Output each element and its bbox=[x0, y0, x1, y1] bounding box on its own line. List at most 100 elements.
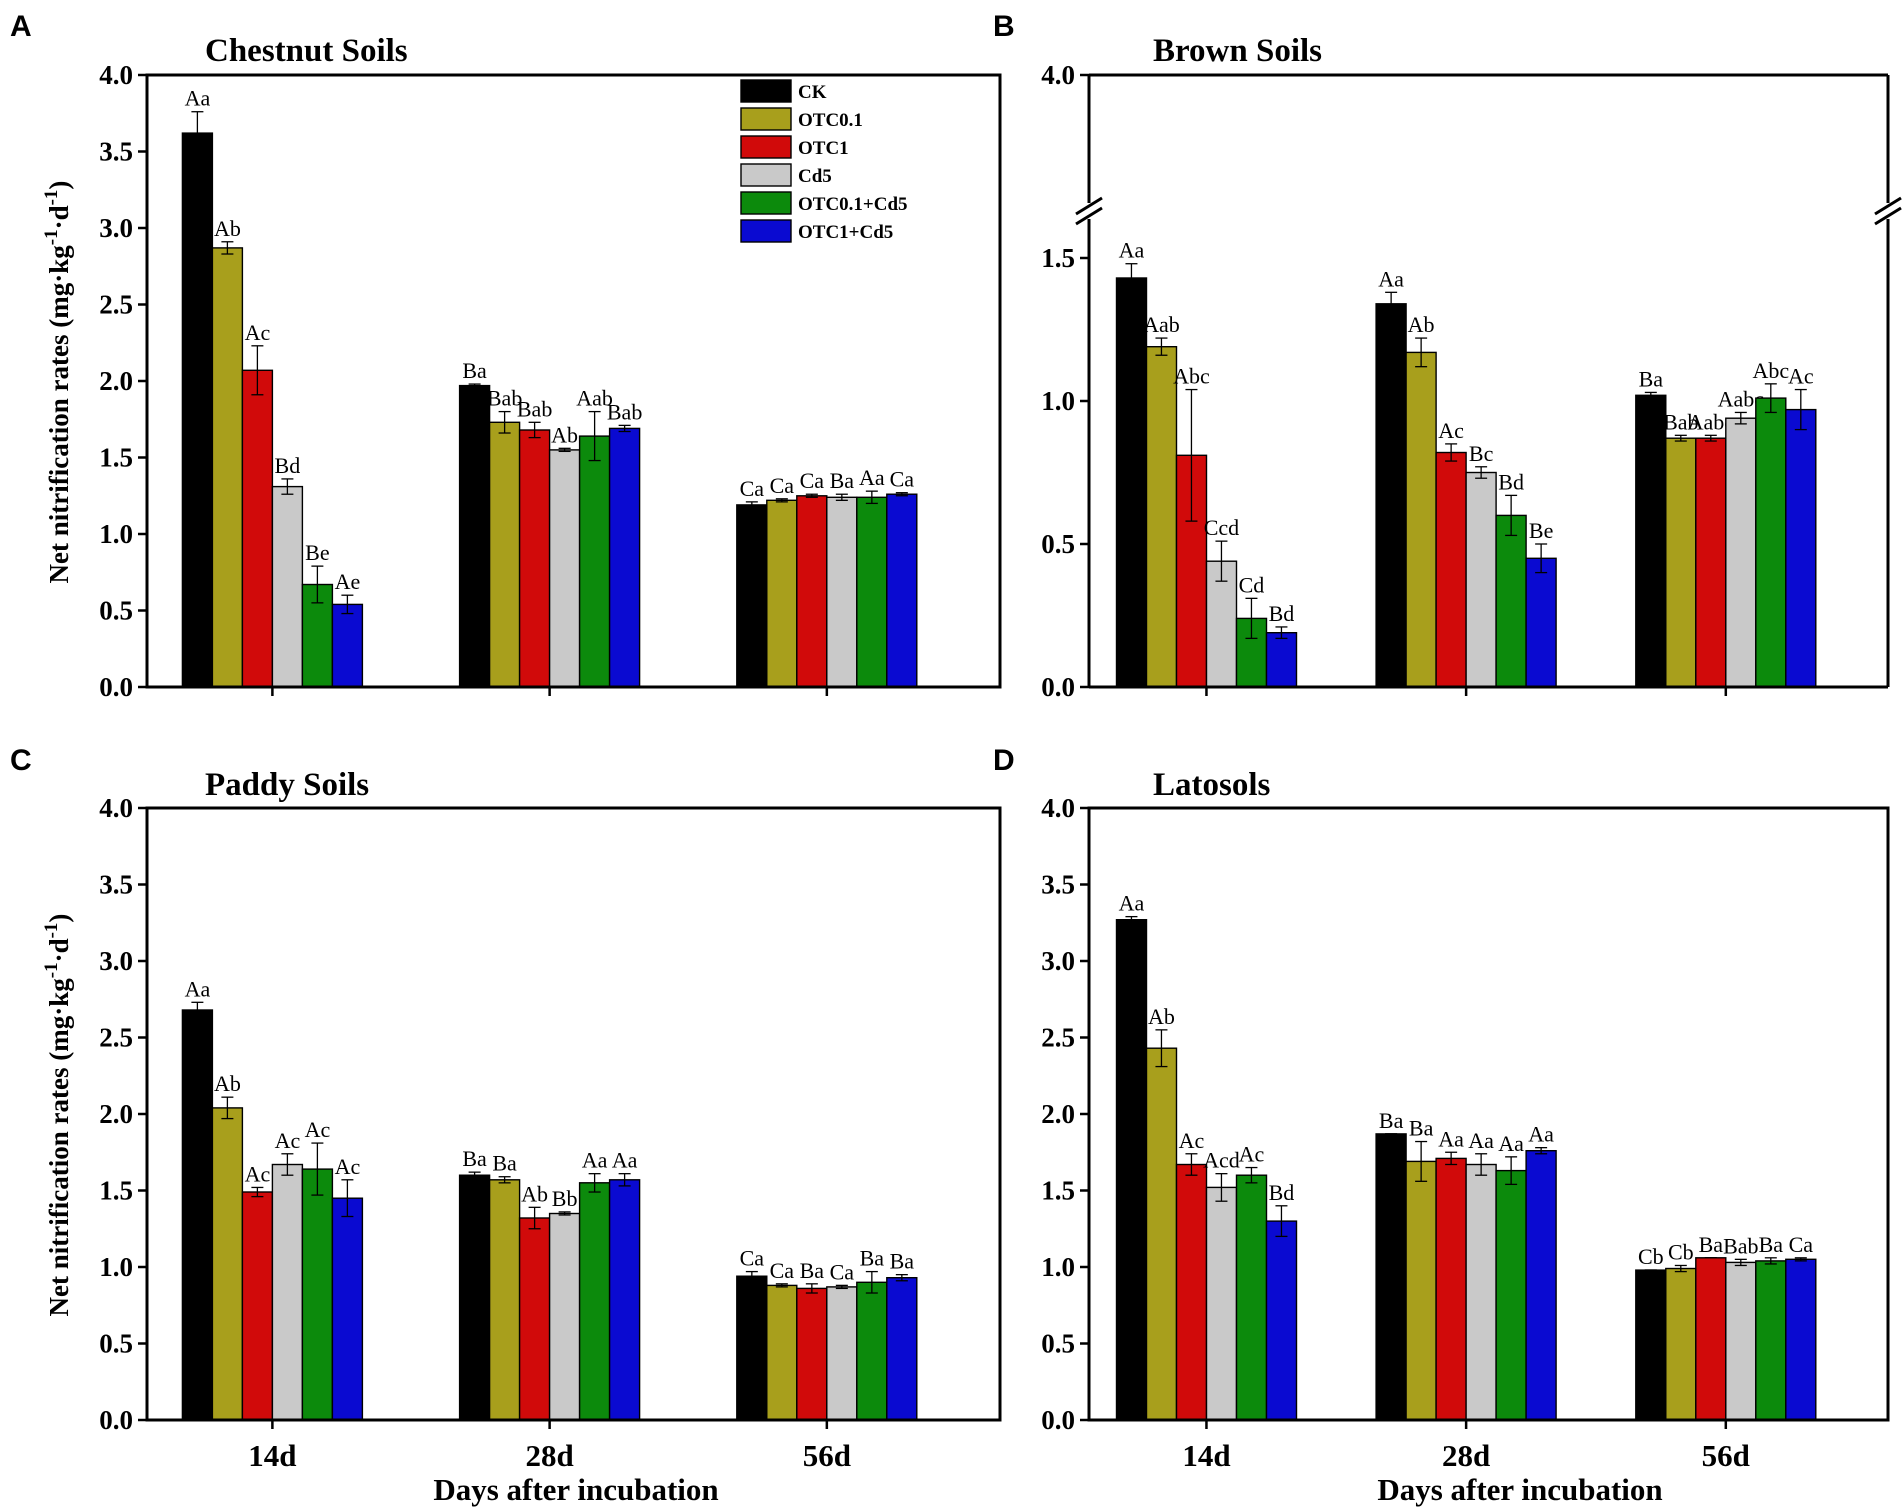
series-C-Cd5: Ac Bb Ca bbox=[271, 1128, 858, 1421]
error-bar-B-14d-OTC1 bbox=[1185, 388, 1198, 522]
bar-A-56d-OTC0.1 bbox=[766, 499, 798, 688]
bar-label-A-14d-OTC1: Ac bbox=[245, 320, 271, 345]
bar-label-D-56d-OTC1+Cd5: Ca bbox=[1789, 1232, 1814, 1257]
series-A-OTC1: Ac Bab Ca bbox=[241, 320, 828, 688]
bar-D-14d-OTC0.1+Cd5 bbox=[1235, 1174, 1268, 1421]
bar-label-A-14d-OTC1+Cd5: Ae bbox=[335, 569, 361, 594]
bar-B-56d-OTC0.1+Cd5 bbox=[1755, 397, 1787, 688]
bar-label-C-14d-OTC0.1+Cd5: Ac bbox=[305, 1117, 331, 1142]
panel-title-D: Latosols bbox=[1153, 767, 1271, 803]
legend-swatch bbox=[740, 191, 792, 215]
bar-label-D-14d-OTC0.1: Ab bbox=[1148, 1004, 1175, 1029]
bar-label-B-56d-OTC1+Cd5: Ac bbox=[1788, 364, 1814, 389]
error-bar-D-28d-OTC0.1+Cd5 bbox=[1505, 1156, 1518, 1186]
bar-label-C-14d-CK: Aa bbox=[185, 976, 211, 1001]
bar-D-56d-CK bbox=[1635, 1269, 1667, 1421]
error-bar-D-14d-OTC1 bbox=[1185, 1153, 1198, 1176]
bar-label-B-14d-OTC0.1+Cd5: Cd bbox=[1239, 572, 1265, 597]
bar-label-A-28d-Cd5: Ab bbox=[551, 422, 578, 447]
bar-A-28d-OTC0.1+Cd5 bbox=[578, 435, 611, 688]
bar-C-14d-OTC0.1+Cd5 bbox=[301, 1168, 334, 1421]
bar-label-D-28d-Cd5: Aa bbox=[1468, 1128, 1494, 1153]
bar-label-C-28d-OTC0.1: Ba bbox=[492, 1151, 517, 1176]
error-bar-C-28d-OTC1 bbox=[528, 1206, 541, 1230]
series-A-OTC1+Cd5: Ae Bab Ca bbox=[331, 399, 918, 688]
error-bar-B-56d-OTC1+Cd5 bbox=[1794, 388, 1807, 431]
error-bar-B-28d-Cd5 bbox=[1475, 466, 1488, 479]
y-tick-label-D: 0.5 bbox=[1041, 1329, 1075, 1359]
legend-label: CK bbox=[798, 82, 827, 103]
error-bar-C-14d-Cd5 bbox=[281, 1153, 294, 1176]
bar-B-56d-OTC0.1 bbox=[1665, 437, 1697, 688]
bar-label-A-28d-OTC1: Bab bbox=[517, 396, 552, 421]
bar-label-C-28d-OTC1+Cd5: Aa bbox=[612, 1148, 638, 1173]
bar-A-14d-CK bbox=[181, 132, 214, 688]
bar-B-28d-Cd5 bbox=[1465, 471, 1497, 688]
error-bar-A-56d-OTC0.1 bbox=[775, 498, 788, 503]
bar-A-14d-OTC1+Cd5 bbox=[331, 603, 364, 688]
y-ticks-A: 0.0 0.5 1.0 1.5 2.0 2.5 3.0 3.5 4.0 bbox=[99, 60, 147, 702]
error-bar-B-14d-OTC0.1 bbox=[1155, 337, 1168, 356]
y-ticks-B: 0.0 0.5 1.0 1.5 4.0 bbox=[1041, 60, 1089, 702]
error-bar-C-28d-Cd5 bbox=[558, 1211, 571, 1216]
bar-label-A-56d-OTC1+Cd5: Ca bbox=[890, 467, 915, 492]
bar-label-C-56d-Cd5: Ca bbox=[830, 1259, 855, 1284]
bar-D-28d-OTC1 bbox=[1435, 1157, 1467, 1421]
bar-B-14d-OTC0.1 bbox=[1145, 346, 1178, 688]
y-axis-title-top: Net nitrification rates (mg·kg-1·d-1) bbox=[41, 181, 74, 584]
bar-B-56d-OTC1+Cd5 bbox=[1785, 408, 1817, 688]
bar-label-D-14d-OTC1+Cd5: Bd bbox=[1269, 1180, 1295, 1205]
bar-label-A-28d-OTC0.1: Bab bbox=[487, 386, 522, 411]
series-C-OTC1+Cd5: Ac Aa Ba bbox=[331, 1148, 918, 1421]
bar-label-B-14d-OTC1+Cd5: Bd bbox=[1269, 601, 1295, 626]
series-B-OTC1+Cd5: Bd Be Ac bbox=[1265, 364, 1817, 688]
bar-D-14d-CK bbox=[1115, 919, 1148, 1421]
error-bar-A-14d-OTC0.1+Cd5 bbox=[311, 565, 324, 604]
error-bar-C-14d-OTC1 bbox=[251, 1186, 264, 1198]
bar-C-28d-Cd5 bbox=[548, 1212, 581, 1421]
error-bar-C-28d-OTC0.1+Cd5 bbox=[588, 1173, 601, 1193]
error-bar-C-56d-OTC1 bbox=[805, 1283, 818, 1294]
bar-C-14d-OTC0.1 bbox=[211, 1107, 244, 1421]
error-bar-B-56d-Cd5 bbox=[1734, 411, 1747, 425]
series-C-OTC0.1+Cd5: Ac Aa Ba bbox=[301, 1117, 888, 1421]
bar-A-56d-OTC1+Cd5 bbox=[886, 493, 918, 688]
bar-label-D-28d-OTC1: Aa bbox=[1438, 1126, 1464, 1151]
bar-label-D-56d-OTC1: Ba bbox=[1699, 1232, 1724, 1257]
bar-B-56d-OTC1 bbox=[1695, 437, 1727, 688]
bar-label-A-56d-OTC0.1+Cd5: Aa bbox=[859, 465, 885, 490]
panel-title-B: Brown Soils bbox=[1153, 33, 1322, 69]
legend-item-CK: CK bbox=[740, 79, 827, 103]
error-bar-B-28d-OTC0.1+Cd5 bbox=[1505, 494, 1518, 537]
bar-label-B-28d-OTC1+Cd5: Be bbox=[1529, 518, 1553, 543]
y-tick-label-D: 0.0 bbox=[1041, 1405, 1075, 1435]
error-bar-C-28d-OTC1+Cd5 bbox=[618, 1173, 631, 1187]
bar-A-56d-Cd5 bbox=[826, 496, 858, 688]
bar-label-D-56d-OTC0.1: Cb bbox=[1668, 1240, 1694, 1265]
x-tick-label-D-14d: 14d bbox=[1182, 1438, 1230, 1473]
bar-B-14d-OTC1+Cd5 bbox=[1265, 632, 1298, 688]
bar-label-B-14d-OTC0.1: Aab bbox=[1143, 312, 1180, 337]
bar-A-28d-OTC0.1 bbox=[488, 421, 521, 688]
bar-D-28d-OTC1+Cd5 bbox=[1525, 1149, 1557, 1421]
y-tick-label-D: 2.5 bbox=[1041, 1023, 1075, 1053]
bar-A-56d-CK bbox=[736, 504, 768, 688]
legend-swatch bbox=[740, 219, 792, 243]
error-bar-D-28d-Cd5 bbox=[1475, 1153, 1488, 1176]
bar-label-A-56d-CK: Ca bbox=[740, 476, 765, 501]
bar-A-28d-CK bbox=[458, 384, 491, 688]
y-tick-label-A: 3.5 bbox=[99, 137, 133, 167]
bar-label-C-56d-OTC0.1: Ca bbox=[770, 1258, 795, 1283]
series-D-Cd5: Acd Aa Bab bbox=[1203, 1128, 1759, 1421]
bar-C-56d-OTC1+Cd5 bbox=[886, 1276, 918, 1421]
axes-frame-B bbox=[1087, 73, 1890, 689]
error-bar-D-14d-OTC0.1 bbox=[1155, 1029, 1168, 1068]
error-bar-B-56d-OTC1 bbox=[1704, 434, 1717, 442]
legend-label: OTC1 bbox=[798, 138, 849, 159]
bar-A-14d-Cd5 bbox=[271, 485, 304, 688]
bar-label-C-14d-OTC1: Ac bbox=[245, 1161, 271, 1186]
error-bar-B-14d-OTC0.1+Cd5 bbox=[1245, 597, 1258, 640]
error-bar-A-14d-OTC0.1 bbox=[221, 241, 234, 255]
